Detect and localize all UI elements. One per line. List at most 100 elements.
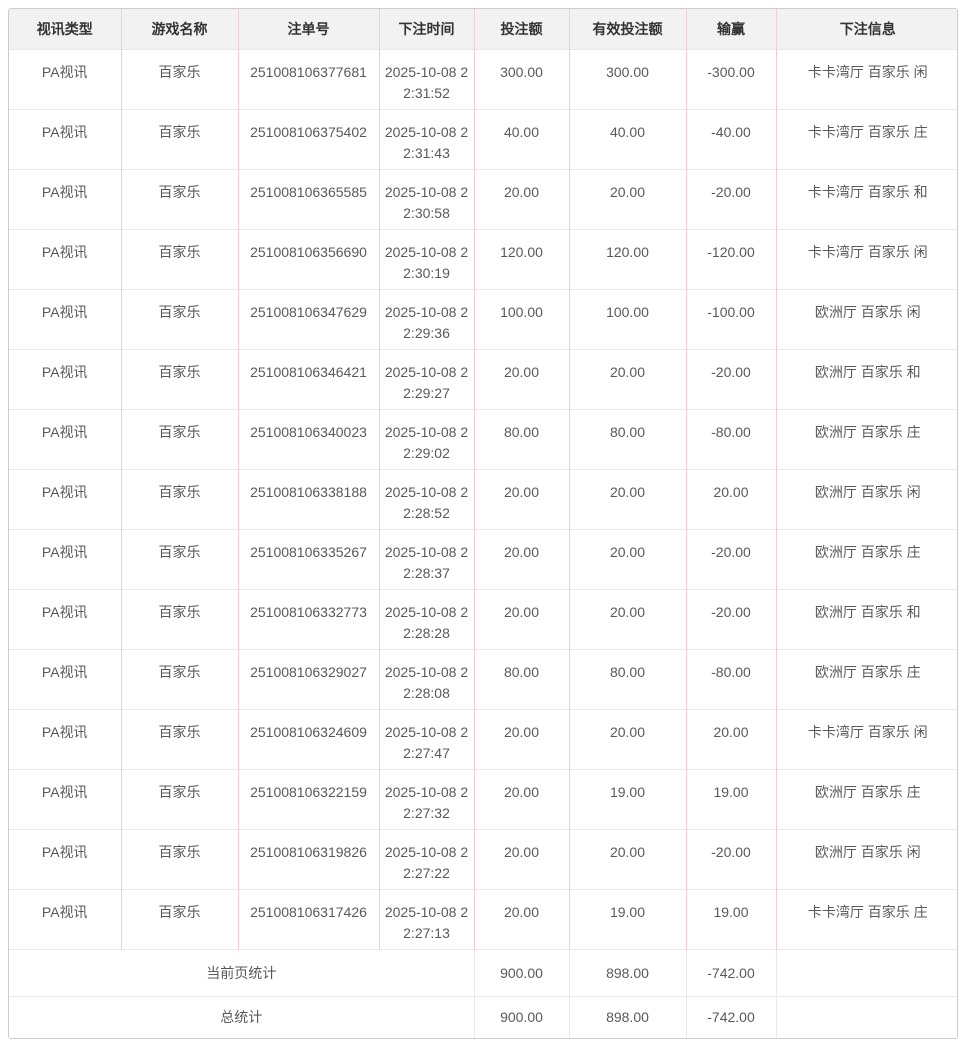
table-row: PA视讯 百家乐 251008106322159 2025-10-08 22:27:3… (9, 769, 957, 830)
cell-valid-bet-amount: 20.00 (568, 589, 686, 650)
cell-video-type: PA视讯 (9, 109, 121, 170)
cell-bet-info: 欧洲厅 百家乐 庄 (775, 649, 957, 710)
table-row: PA视讯 百家乐 251008106377681 2025-10-08 22:31:5… (9, 49, 957, 110)
footer-bet-amount-total: 900.00 (473, 949, 569, 997)
cell-bet-amount: 20.00 (473, 169, 569, 230)
cell-bet-no: 251008106347629 (237, 289, 379, 350)
cell-bet-no: 251008106340023 (237, 409, 379, 470)
cell-win-loss: -40.00 (685, 109, 776, 170)
cell-bet-info: 卡卡湾厅 百家乐 闲 (775, 709, 957, 770)
cell-bet-amount: 20.00 (473, 769, 569, 830)
cell-win-loss: -20.00 (685, 349, 776, 410)
column-header-win-loss: 输赢 (685, 9, 776, 50)
cell-valid-bet-amount: 40.00 (568, 109, 686, 170)
cell-valid-bet-amount: 20.00 (568, 349, 686, 410)
column-header-bet-no: 注单号 (237, 9, 379, 50)
cell-bet-no: 251008106375402 (237, 109, 379, 170)
table-row: PA视讯 百家乐 251008106317426 2025-10-08 22:27:1… (9, 889, 957, 950)
cell-bet-amount: 40.00 (473, 109, 569, 170)
cell-video-type: PA视讯 (9, 769, 121, 830)
cell-valid-bet-amount: 20.00 (568, 169, 686, 230)
cell-bet-time: 2025-10-08 22:31:43 (378, 109, 474, 170)
cell-video-type: PA视讯 (9, 469, 121, 530)
cell-bet-time: 2025-10-08 22:28:08 (378, 649, 474, 710)
cell-bet-info: 欧洲厅 百家乐 庄 (775, 529, 957, 590)
cell-video-type: PA视讯 (9, 229, 121, 290)
table-header-row: 视讯类型 游戏名称 注单号 下注时间 投注额 有效投注额 输赢 下注信息 (9, 9, 957, 50)
footer-label: 总统计 (9, 996, 474, 1038)
cell-video-type: PA视讯 (9, 349, 121, 410)
cell-win-loss: -300.00 (685, 49, 776, 110)
footer-label: 当前页统计 (9, 949, 474, 997)
footer-valid-bet-amount-total: 898.00 (568, 949, 686, 997)
cell-bet-amount: 120.00 (473, 229, 569, 290)
footer-row-total: 总统计 900.00 898.00 -742.00 (9, 996, 957, 1038)
footer-bet-info-empty (775, 996, 957, 1038)
cell-bet-amount: 20.00 (473, 349, 569, 410)
cell-win-loss: -80.00 (685, 649, 776, 710)
cell-video-type: PA视讯 (9, 829, 121, 890)
cell-bet-info: 欧洲厅 百家乐 和 (775, 349, 957, 410)
cell-game-name: 百家乐 (120, 889, 238, 950)
cell-bet-no: 251008106332773 (237, 589, 379, 650)
cell-win-loss: -100.00 (685, 289, 776, 350)
cell-video-type: PA视讯 (9, 649, 121, 710)
cell-bet-info: 欧洲厅 百家乐 庄 (775, 409, 957, 470)
column-header-bet-amount: 投注额 (473, 9, 569, 50)
cell-valid-bet-amount: 20.00 (568, 829, 686, 890)
cell-bet-amount: 300.00 (473, 49, 569, 110)
cell-game-name: 百家乐 (120, 589, 238, 650)
cell-bet-no: 251008106356690 (237, 229, 379, 290)
cell-valid-bet-amount: 20.00 (568, 469, 686, 530)
cell-bet-no: 251008106322159 (237, 769, 379, 830)
cell-bet-amount: 20.00 (473, 469, 569, 530)
cell-video-type: PA视讯 (9, 409, 121, 470)
cell-bet-time: 2025-10-08 22:28:28 (378, 589, 474, 650)
cell-game-name: 百家乐 (120, 469, 238, 530)
cell-game-name: 百家乐 (120, 649, 238, 710)
column-header-game-name: 游戏名称 (120, 9, 238, 50)
table-row: PA视讯 百家乐 251008106340023 2025-10-08 22:29:0… (9, 409, 957, 470)
table-row: PA视讯 百家乐 251008106329027 2025-10-08 22:28:0… (9, 649, 957, 710)
cell-valid-bet-amount: 100.00 (568, 289, 686, 350)
cell-video-type: PA视讯 (9, 529, 121, 590)
cell-video-type: PA视讯 (9, 589, 121, 650)
cell-valid-bet-amount: 80.00 (568, 649, 686, 710)
cell-bet-no: 251008106324609 (237, 709, 379, 770)
table-row: PA视讯 百家乐 251008106319826 2025-10-08 22:27:2… (9, 829, 957, 890)
cell-win-loss: -20.00 (685, 589, 776, 650)
bet-records-table-wrap: 视讯类型 游戏名称 注单号 下注时间 投注额 有效投注额 输赢 下注信息 PA视讯 百家乐 251… (8, 8, 958, 1039)
cell-win-loss: 19.00 (685, 889, 776, 950)
table-row: PA视讯 百家乐 251008106338188 2025-10-08 22:28:5… (9, 469, 957, 530)
cell-valid-bet-amount: 20.00 (568, 529, 686, 590)
cell-bet-amount: 20.00 (473, 889, 569, 950)
cell-game-name: 百家乐 (120, 289, 238, 350)
cell-bet-amount: 80.00 (473, 409, 569, 470)
cell-bet-no: 251008106329027 (237, 649, 379, 710)
cell-video-type: PA视讯 (9, 889, 121, 950)
cell-bet-info: 卡卡湾厅 百家乐 闲 (775, 49, 957, 110)
cell-win-loss: 20.00 (685, 709, 776, 770)
cell-win-loss: -120.00 (685, 229, 776, 290)
footer-bet-amount-total: 900.00 (473, 996, 569, 1038)
table-row: PA视讯 百家乐 251008106347629 2025-10-08 22:29:3… (9, 289, 957, 350)
cell-bet-amount: 20.00 (473, 829, 569, 890)
cell-bet-time: 2025-10-08 22:31:52 (378, 49, 474, 110)
cell-bet-time: 2025-10-08 22:28:37 (378, 529, 474, 590)
cell-bet-info: 欧洲厅 百家乐 闲 (775, 289, 957, 350)
cell-bet-info: 欧洲厅 百家乐 闲 (775, 469, 957, 530)
cell-bet-time: 2025-10-08 22:29:36 (378, 289, 474, 350)
table-row: PA视讯 百家乐 251008106365585 2025-10-08 22:30:5… (9, 169, 957, 230)
cell-bet-no: 251008106317426 (237, 889, 379, 950)
cell-win-loss: 20.00 (685, 469, 776, 530)
cell-game-name: 百家乐 (120, 349, 238, 410)
cell-bet-amount: 20.00 (473, 589, 569, 650)
cell-bet-amount: 20.00 (473, 529, 569, 590)
cell-bet-time: 2025-10-08 22:29:27 (378, 349, 474, 410)
cell-bet-no: 251008106377681 (237, 49, 379, 110)
cell-bet-amount: 100.00 (473, 289, 569, 350)
bet-records-table: 视讯类型 游戏名称 注单号 下注时间 投注额 有效投注额 输赢 下注信息 PA视讯 百家乐 251… (9, 9, 957, 1038)
footer-row-current-page: 当前页统计 900.00 898.00 -742.00 (9, 949, 957, 997)
cell-game-name: 百家乐 (120, 409, 238, 470)
